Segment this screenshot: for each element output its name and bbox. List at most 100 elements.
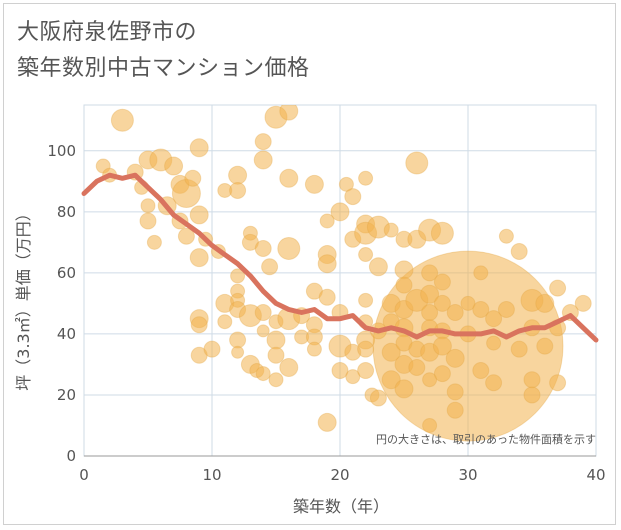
bubble <box>177 227 195 245</box>
bubble <box>432 336 452 356</box>
bubble <box>422 417 438 433</box>
bubble <box>473 265 489 281</box>
bubble-size-note: 円の大きさは、取引のあった物件面積を示す <box>376 432 596 446</box>
bubble <box>357 340 375 358</box>
bubble <box>421 264 439 282</box>
y-tick-label: 60 <box>57 264 76 282</box>
bubble <box>574 294 592 312</box>
bubble <box>358 292 374 308</box>
bubble <box>408 358 426 376</box>
x-tick-label: 0 <box>79 466 89 484</box>
bubble <box>255 366 271 382</box>
bubble <box>229 331 247 349</box>
bubble <box>430 221 454 245</box>
bubble <box>230 268 246 284</box>
bubble <box>203 340 221 358</box>
bubble <box>486 335 502 351</box>
bubble <box>344 188 362 206</box>
bubble <box>217 314 233 330</box>
bubble <box>472 362 490 380</box>
x-tick-label: 20 <box>330 466 349 484</box>
bubble <box>369 389 387 407</box>
bubble <box>523 386 541 404</box>
bubble <box>317 254 337 274</box>
bubble <box>304 174 324 194</box>
x-axis-label: 築年数（年） <box>293 497 389 516</box>
bubble <box>433 365 451 383</box>
bubble <box>231 345 245 359</box>
bubble <box>510 243 528 261</box>
bubble <box>420 284 440 304</box>
bubble <box>510 340 528 358</box>
bubble <box>110 108 134 132</box>
bubble <box>256 324 270 338</box>
bubble <box>422 372 438 388</box>
y-tick-label: 80 <box>57 203 76 221</box>
bubble <box>498 228 514 244</box>
bubble <box>368 257 388 277</box>
y-tick-label: 40 <box>57 325 76 343</box>
bubble <box>433 294 451 312</box>
bubble <box>485 310 503 328</box>
bubble <box>254 304 272 322</box>
bubble <box>254 239 272 257</box>
bubble <box>446 401 464 419</box>
bubble <box>331 362 349 380</box>
bubble <box>357 362 375 380</box>
bubble <box>535 293 555 313</box>
bubble <box>523 371 541 389</box>
bubble <box>433 273 451 291</box>
y-axis-label: 坪（3.3㎡）単価（万円） <box>14 205 33 390</box>
bubble <box>446 304 464 322</box>
bubble <box>254 133 272 151</box>
bubble <box>279 357 299 377</box>
bubble <box>140 198 156 214</box>
bubble <box>460 295 476 311</box>
bubble <box>146 234 162 250</box>
chart-title-line-2: 築年数別中古マンション価格 <box>17 56 310 81</box>
bubble <box>267 346 285 364</box>
bubble <box>485 374 503 392</box>
bubble <box>345 369 361 385</box>
bubble <box>184 169 202 187</box>
bubble <box>268 372 284 388</box>
bubble <box>189 205 209 225</box>
y-tick-label: 100 <box>47 142 76 160</box>
bubble <box>319 213 335 229</box>
bubble <box>405 151 429 175</box>
bubble <box>330 202 350 222</box>
bubble <box>381 370 401 390</box>
trend-line <box>81 172 599 343</box>
chart-title-line-1: 大阪府泉佐野市の <box>17 20 198 45</box>
bubble <box>549 374 567 392</box>
y-tick-label: 20 <box>57 386 76 404</box>
bubble <box>253 150 273 170</box>
bubble <box>317 412 337 432</box>
bubble <box>189 248 209 268</box>
bubble <box>318 288 336 306</box>
bubble <box>164 156 184 176</box>
bubble <box>277 236 301 260</box>
bubble <box>190 316 208 334</box>
bubble <box>472 300 490 318</box>
bubble <box>306 341 322 357</box>
bubble <box>266 330 286 350</box>
bubble <box>383 222 399 238</box>
bubble <box>394 260 414 280</box>
bubble <box>536 337 554 355</box>
bubble <box>395 276 413 294</box>
bubble <box>549 279 567 297</box>
bubble <box>381 342 401 362</box>
bubble <box>229 181 247 199</box>
axes: 0 10 20 30 40 0 20 40 60 80 100 <box>47 142 605 484</box>
x-tick-label: 40 <box>586 466 605 484</box>
bubble <box>358 247 374 263</box>
bubble <box>228 165 248 185</box>
bubble <box>279 105 299 121</box>
bubble <box>261 258 279 276</box>
bubble <box>338 176 354 192</box>
bubble <box>279 168 299 188</box>
bubble <box>189 138 209 158</box>
bubble <box>446 383 464 401</box>
